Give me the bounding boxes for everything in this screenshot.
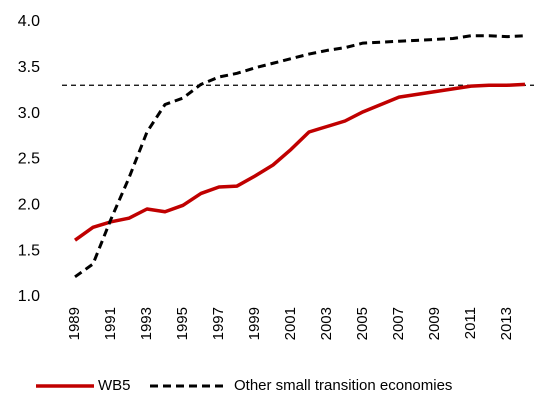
x-tick-label: 2009 — [426, 307, 443, 340]
legend-label: Other small transition economies — [234, 377, 452, 394]
y-tick-label: 4.0 — [18, 13, 40, 30]
x-tick-label: 1989 — [66, 307, 83, 340]
x-tick-label: 1997 — [210, 307, 227, 340]
x-tick-label: 2003 — [318, 307, 335, 340]
legend-label: WB5 — [98, 377, 131, 394]
y-tick-label: 3.0 — [18, 105, 40, 122]
y-tick-label: 1.0 — [18, 288, 40, 305]
x-tick-label: 1999 — [246, 307, 263, 340]
x-tick-label: 1993 — [138, 307, 155, 340]
x-tick-label: 1991 — [102, 307, 119, 340]
x-tick-label: 2011 — [462, 307, 479, 339]
y-tick-label: 3.5 — [18, 59, 40, 76]
y-tick-label: 2.5 — [18, 151, 40, 168]
x-tick-label: 2001 — [282, 307, 299, 340]
x-tick-label: 1995 — [174, 307, 191, 340]
data-line — [73, 82, 526, 242]
y-tick-label: 1.5 — [18, 242, 40, 259]
data-line — [74, 34, 526, 279]
x-tick-label: 2005 — [354, 307, 371, 340]
x-tick-label: 2013 — [498, 307, 515, 340]
y-tick-label: 2.0 — [18, 197, 40, 214]
x-tick-label: 2007 — [390, 307, 407, 340]
